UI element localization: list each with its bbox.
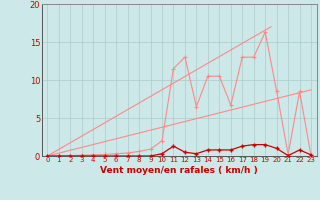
X-axis label: Vent moyen/en rafales ( km/h ): Vent moyen/en rafales ( km/h ) [100,166,258,175]
